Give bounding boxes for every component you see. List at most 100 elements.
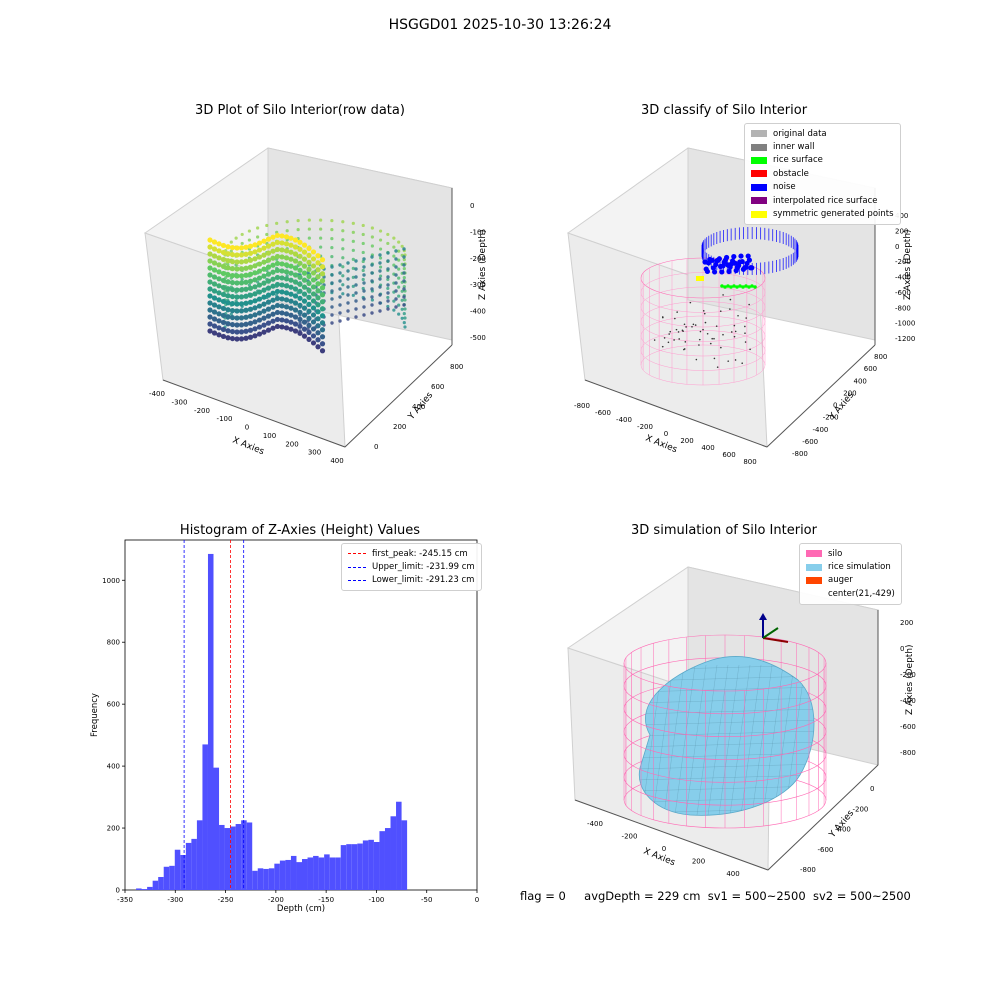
simulation-y-tick: -600 xyxy=(818,846,834,854)
raw-point xyxy=(234,266,239,271)
raw-point xyxy=(403,316,406,319)
legend-label: interpolated rice surface xyxy=(773,196,878,206)
raw-point xyxy=(397,241,400,244)
raw-point xyxy=(315,316,320,321)
raw-point xyxy=(257,240,262,245)
simulation-x-tick: -400 xyxy=(587,820,603,828)
raw-point xyxy=(221,271,226,276)
raw-point xyxy=(261,274,266,279)
raw-point xyxy=(284,290,289,295)
raw-point xyxy=(371,226,374,229)
raw-point xyxy=(234,315,239,320)
raw-point xyxy=(338,271,341,274)
classify-y-label: Y Axies xyxy=(827,390,856,422)
histogram-bar xyxy=(153,881,159,890)
classify-x-tick: 0 xyxy=(664,430,668,438)
raw-point xyxy=(293,272,298,277)
histogram-x-tick: -150 xyxy=(318,896,334,904)
raw-point xyxy=(288,271,293,276)
raw-point xyxy=(239,294,244,299)
classify-z-tick: -1200 xyxy=(895,335,915,343)
histogram-bar xyxy=(341,845,347,890)
raw-point xyxy=(248,314,253,319)
raw-point xyxy=(225,286,230,291)
raw-point xyxy=(270,249,275,254)
raw-point xyxy=(378,261,381,264)
raw-point xyxy=(230,287,235,292)
raw-point xyxy=(207,251,212,256)
raw-point xyxy=(315,288,320,293)
raw-point xyxy=(216,318,221,323)
raw-point xyxy=(252,256,257,261)
raw-point xyxy=(370,263,373,266)
raw-point xyxy=(275,303,280,308)
raw-point xyxy=(275,275,280,280)
inner-point xyxy=(729,308,731,310)
legend-item: interpolated rice surface xyxy=(751,194,894,207)
raw-point xyxy=(288,236,293,241)
raw-point xyxy=(354,307,357,310)
raw-x-tick: 100 xyxy=(263,432,276,440)
raw-point xyxy=(320,292,325,297)
raw-x-tick: -100 xyxy=(217,415,233,423)
raw-point xyxy=(261,302,266,307)
raw-point xyxy=(403,312,406,315)
raw-point xyxy=(225,328,230,333)
inner-point xyxy=(705,322,707,324)
raw-point xyxy=(297,254,302,259)
raw-point xyxy=(230,273,235,278)
raw-point xyxy=(257,289,262,294)
raw-point xyxy=(279,310,284,315)
legend-swatch xyxy=(348,567,366,568)
raw-point xyxy=(239,322,244,327)
classify-z-label: Z Axies (Depth) xyxy=(903,229,913,300)
raw-point xyxy=(338,279,341,282)
legend-swatch xyxy=(806,550,822,557)
histogram-bar xyxy=(396,802,402,890)
histogram-y-tick: 600 xyxy=(107,701,120,709)
legend-item: Lower_limit: -291.23 cm xyxy=(348,574,475,587)
histogram-bar xyxy=(158,877,164,890)
legend-item: inner wall xyxy=(751,140,894,153)
raw-point xyxy=(248,328,253,333)
legend-item: auger xyxy=(806,574,895,587)
raw-point xyxy=(397,268,400,271)
legend-item: original data xyxy=(751,127,894,140)
raw-point xyxy=(370,279,373,282)
histogram-bar xyxy=(391,816,397,890)
raw-point xyxy=(241,233,244,236)
raw-point xyxy=(311,312,316,317)
raw-point xyxy=(341,247,344,250)
histogram-bar xyxy=(385,828,391,890)
raw-point xyxy=(346,277,349,280)
raw-point xyxy=(234,322,239,327)
raw-point xyxy=(354,267,357,270)
raw-point xyxy=(261,260,266,265)
raw-point xyxy=(362,257,365,260)
inner-point xyxy=(734,325,736,327)
histogram-x-tick: 0 xyxy=(475,896,479,904)
raw-point xyxy=(230,315,235,320)
raw-point xyxy=(239,280,244,285)
histogram-bar xyxy=(164,867,170,890)
raw-point xyxy=(257,282,262,287)
noise-point xyxy=(712,269,717,274)
raw-point xyxy=(261,253,266,258)
raw-point xyxy=(319,227,322,230)
inner-point xyxy=(698,344,700,346)
raw-point xyxy=(270,305,275,310)
raw-point xyxy=(266,328,271,333)
inner-point xyxy=(745,341,747,343)
simulation-x-label: X Axies xyxy=(642,847,677,869)
raw-point xyxy=(308,227,311,230)
raw-point xyxy=(221,278,226,283)
inner-point xyxy=(722,294,724,296)
raw-point xyxy=(212,239,217,244)
raw-point xyxy=(403,307,406,310)
raw-point xyxy=(230,266,235,271)
inner-point xyxy=(702,329,704,331)
histogram-bar xyxy=(368,840,374,890)
inner-point xyxy=(685,341,687,343)
symmetric-point xyxy=(696,276,704,281)
raw-point xyxy=(275,289,280,294)
